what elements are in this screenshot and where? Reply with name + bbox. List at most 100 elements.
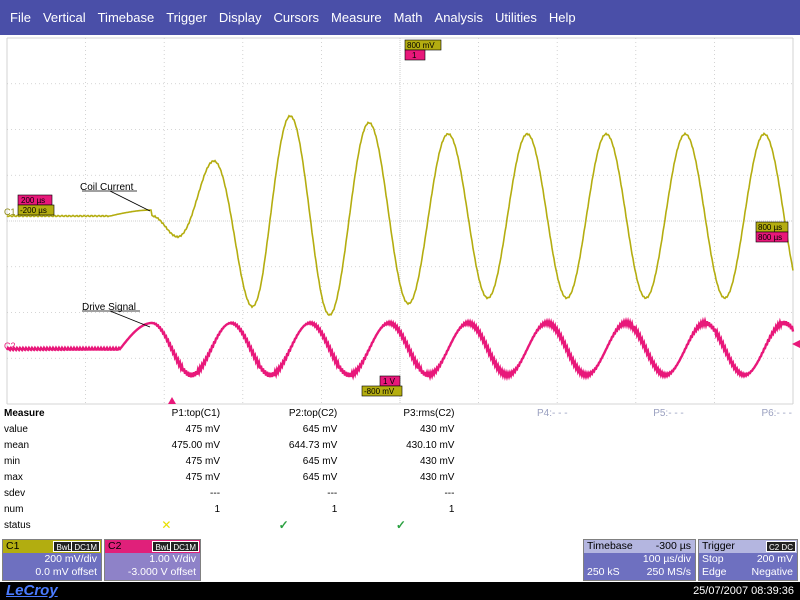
- c2-trigger-level-marker[interactable]: [792, 340, 800, 348]
- c2-trace: [5, 316, 795, 382]
- menu-help[interactable]: Help: [548, 10, 576, 25]
- row-label: min: [4, 455, 21, 467]
- c2-coupling-tag: DC1M: [170, 541, 199, 552]
- timebase-title: Timebase: [587, 540, 633, 552]
- top-marker-tag: 1: [412, 51, 417, 60]
- menu-bar: File Vertical Timebase Trigger Display C…: [0, 0, 800, 35]
- c2-vdiv: 1.00 V/div: [149, 553, 196, 565]
- menu-file[interactable]: File: [10, 10, 31, 25]
- timebase-rate: 250 MS/s: [646, 566, 691, 578]
- c1-trace-label: Coil Current: [80, 182, 134, 193]
- c1-right-upper-tag: 800 µs: [758, 223, 782, 232]
- c1-left-lower-tag: -200 µs: [20, 206, 47, 215]
- c2-channel-marker[interactable]: C2: [4, 341, 16, 351]
- c2-label-leader: [109, 310, 151, 328]
- date-time: 25/07/2007 08:39:36: [693, 585, 794, 597]
- menu-timebase[interactable]: Timebase: [97, 10, 155, 25]
- trigger-type: Edge: [702, 566, 727, 578]
- menu-trigger[interactable]: Trigger: [166, 10, 207, 25]
- measure-col-p4[interactable]: P4:- - -: [537, 407, 568, 419]
- cell: 430 mV: [420, 423, 455, 435]
- cell: 475 mV: [185, 455, 221, 467]
- cell: 645 mV: [302, 471, 338, 483]
- status-panels: C1 BwL DC1M 200 mV/div 0.0 mV offset C2 …: [0, 538, 800, 582]
- c1-right-lower-tag: 800 µs: [758, 233, 782, 242]
- trigger-position-marker[interactable]: [168, 397, 176, 404]
- cell: 430 mV: [420, 471, 455, 483]
- graticule-grid: [6, 37, 794, 405]
- check-icon: ✓: [278, 518, 289, 532]
- measure-row-max: max 475 mV 645 mV 430 mV: [0, 469, 800, 485]
- timebase-delay: -300 µs: [655, 540, 691, 552]
- menu-math[interactable]: Math: [393, 10, 423, 25]
- trigger-panel[interactable]: Trigger C2 DC Stop 200 mV Edge Negative: [698, 539, 798, 581]
- scope-display[interactable]: Coil Current Drive Signal C1 C2 800 mV 1…: [0, 35, 800, 405]
- measure-title: Measure: [4, 407, 45, 419]
- row-label: sdev: [4, 487, 26, 499]
- cell: 430 mV: [420, 455, 455, 467]
- footer-bar: LeCroy 25/07/2007 08:39:36: [0, 582, 800, 600]
- cell: 1: [448, 503, 455, 515]
- c1-label-leader: [109, 190, 151, 212]
- c2-trace-label: Drive Signal: [82, 302, 136, 313]
- c2-descriptor-panel[interactable]: C2 BwL DC1M 1.00 V/div -3.000 V offset: [104, 539, 201, 581]
- measure-row-status: status ✕ ✓ ✓: [0, 517, 800, 533]
- menu-utilities[interactable]: Utilities: [494, 10, 537, 25]
- trigger-level: 200 mV: [756, 553, 793, 565]
- measure-col-p6[interactable]: P6:- - -: [761, 407, 792, 419]
- c2-bottom-upper-tag: 1 V: [383, 377, 396, 386]
- row-label: status: [4, 519, 31, 531]
- check-icon: ✓: [395, 518, 406, 532]
- menu-analysis[interactable]: Analysis: [434, 10, 483, 25]
- menu-cursors[interactable]: Cursors: [273, 10, 320, 25]
- row-label: value: [4, 423, 28, 435]
- row-label: mean: [4, 439, 30, 451]
- measure-row-value: value 475 mV 645 mV 430 mV: [0, 421, 800, 437]
- c1-offset: 0.0 mV offset: [35, 566, 97, 578]
- top-level-tag: 800 mV: [407, 41, 435, 50]
- timebase-panel[interactable]: Timebase -300 µs 100 µs/div 250 kS 250 M…: [583, 539, 696, 581]
- measure-row-num: num 1 1 1: [0, 501, 800, 517]
- measure-table: Measure P1:top(C1) P2:top(C2) P3:rms(C2)…: [0, 405, 800, 533]
- c1-left-upper-tag: 200 µs: [21, 196, 45, 205]
- cell: 1: [331, 503, 338, 515]
- cell: ---: [210, 487, 221, 499]
- trigger-title: Trigger: [702, 540, 735, 552]
- measure-col-p1[interactable]: P1:top(C1): [171, 407, 221, 419]
- measure-panel: Measure P1:top(C1) P2:top(C2) P3:rms(C2)…: [0, 405, 800, 538]
- measure-header-row: Measure P1:top(C1) P2:top(C2) P3:rms(C2)…: [0, 405, 800, 421]
- menu-vertical[interactable]: Vertical: [42, 10, 86, 25]
- trigger-mode: Stop: [702, 553, 724, 565]
- measure-col-p5[interactable]: P5:- - -: [653, 407, 684, 419]
- timebase-samples: 250 kS: [587, 566, 620, 578]
- cell: 475 mV: [185, 471, 221, 483]
- menu-display[interactable]: Display: [218, 10, 262, 25]
- measure-row-mean: mean 475.00 mV 644.73 mV 430.10 mV: [0, 437, 800, 453]
- c1-vdiv: 200 mV/div: [44, 553, 97, 565]
- c2-panel-title: C2: [108, 540, 122, 552]
- lecroy-logo: LeCroy: [6, 582, 58, 599]
- trigger-source-tag: C2 DC: [765, 541, 796, 552]
- cell: 645 mV: [302, 423, 338, 435]
- cell: ---: [444, 487, 455, 499]
- c1-descriptor-panel[interactable]: C1 BwL DC1M 200 mV/div 0.0 mV offset: [2, 539, 102, 581]
- timebase-tdiv: 100 µs/div: [642, 553, 691, 565]
- c2-offset: -3.000 V offset: [127, 566, 196, 578]
- cell: 475.00 mV: [171, 439, 221, 451]
- c1-trace: [6, 114, 794, 317]
- measure-row-sdev: sdev --- --- ---: [0, 485, 800, 501]
- c1-channel-marker[interactable]: C1: [4, 207, 16, 217]
- row-label: max: [4, 471, 23, 483]
- menu-measure[interactable]: Measure: [331, 10, 382, 25]
- cell: 430.10 mV: [406, 439, 455, 451]
- cell: 644.73 mV: [288, 439, 338, 451]
- row-label: num: [4, 503, 24, 515]
- c1-panel-title: C1: [6, 540, 20, 552]
- cell: 475 mV: [185, 423, 221, 435]
- cell: 1: [214, 503, 221, 515]
- trigger-slope: Negative: [751, 566, 793, 578]
- measure-col-p2[interactable]: P2:top(C2): [288, 407, 338, 419]
- measure-row-min: min 475 mV 645 mV 430 mV: [0, 453, 800, 469]
- measure-col-p3[interactable]: P3:rms(C2): [403, 407, 455, 419]
- warning-cross-icon: ✕: [161, 518, 172, 532]
